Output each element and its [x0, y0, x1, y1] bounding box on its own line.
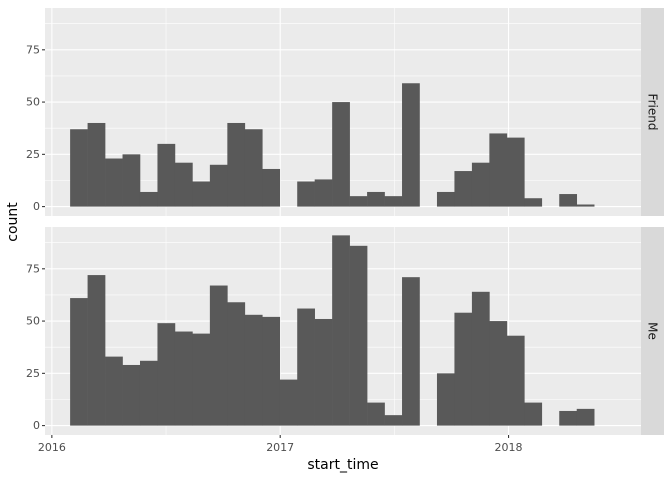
histogram-bar — [87, 275, 106, 426]
x-tick-label: 2018 — [495, 441, 523, 454]
histogram-bar — [262, 316, 281, 426]
histogram-bar — [402, 277, 420, 426]
histogram-bar — [332, 102, 350, 207]
histogram-bar — [524, 402, 543, 426]
x-axis-title: start_time — [307, 457, 378, 473]
y-tick-label: 75 — [26, 262, 40, 275]
facet-strip — [641, 227, 664, 435]
histogram-bar — [332, 235, 350, 426]
histogram-bar — [157, 323, 176, 426]
histogram-bar — [297, 181, 315, 207]
histogram-bar — [454, 171, 473, 207]
histogram-bar — [314, 179, 333, 207]
histogram-bar — [576, 204, 595, 207]
y-tick-label: 0 — [33, 200, 40, 213]
y-tick-label: 50 — [26, 96, 40, 109]
histogram-bar — [349, 196, 368, 207]
x-tick-label: 2016 — [38, 441, 66, 454]
histogram-bar — [471, 162, 490, 207]
histogram-bar — [349, 245, 368, 426]
histogram-bar — [139, 191, 158, 207]
histogram-bar — [70, 298, 88, 426]
histogram-bar — [192, 181, 211, 207]
y-axis-title: count — [5, 202, 21, 242]
histogram-bar — [244, 314, 263, 426]
histogram-bar — [209, 285, 228, 426]
facet-strip-label: Friend — [646, 94, 660, 131]
histogram-bar — [227, 302, 246, 426]
histogram-bar — [436, 373, 455, 426]
histogram-bars — [70, 235, 595, 426]
histogram-bar — [279, 379, 298, 426]
histogram-bar — [559, 194, 578, 207]
y-axis-ticks: 0 25 50 75 — [26, 43, 45, 213]
facet-strip — [641, 8, 664, 216]
histogram-bar — [70, 129, 88, 207]
histogram-bar — [227, 122, 246, 207]
histogram-bar — [489, 133, 508, 207]
histogram-bar — [192, 333, 211, 426]
histogram-bar — [576, 408, 595, 426]
histogram-bar — [402, 83, 420, 207]
histogram-bar — [384, 196, 403, 207]
histogram-bar — [436, 191, 455, 207]
histogram-bar — [314, 318, 333, 426]
histogram-bar — [559, 410, 578, 426]
y-tick-label: 50 — [26, 315, 40, 328]
histogram-bar — [367, 402, 385, 426]
y-tick-label: 0 — [33, 419, 40, 432]
histogram-bars — [70, 83, 595, 207]
histogram-bar — [105, 158, 123, 207]
histogram-bar — [174, 162, 193, 207]
facet-panel-me: Me 0 25 50 75 — [26, 227, 664, 435]
gridlines — [45, 8, 641, 216]
facet-strip-label: Me — [646, 322, 660, 340]
histogram-bar — [122, 364, 141, 426]
histogram-bar — [471, 291, 490, 426]
x-axis: 2016 2017 2018 — [38, 435, 523, 454]
histogram-bar — [506, 137, 525, 207]
y-tick-label: 75 — [26, 43, 40, 56]
histogram-bar — [262, 168, 281, 207]
histogram-bar — [454, 312, 473, 426]
histogram-bar — [489, 321, 508, 426]
y-tick-label: 25 — [26, 148, 40, 161]
y-axis-ticks: 0 25 50 75 — [26, 262, 45, 432]
facet-panel-friend: Friend 0 25 50 75 — [26, 8, 664, 216]
histogram-bar — [244, 129, 263, 207]
histogram-bar — [384, 415, 403, 426]
histogram-bar — [122, 154, 141, 207]
histogram-bar — [105, 356, 123, 426]
y-tick-label: 25 — [26, 367, 40, 380]
histogram-bar — [139, 360, 158, 426]
histogram-bar — [524, 198, 543, 207]
histogram-bar — [174, 331, 193, 426]
histogram-bar — [157, 143, 176, 207]
histogram-bar — [297, 308, 315, 426]
histogram-bar — [506, 335, 525, 426]
histogram-bar — [87, 122, 106, 207]
x-tick-label: 2017 — [266, 441, 294, 454]
histogram-bar — [209, 164, 228, 207]
histogram-bar — [367, 191, 385, 207]
